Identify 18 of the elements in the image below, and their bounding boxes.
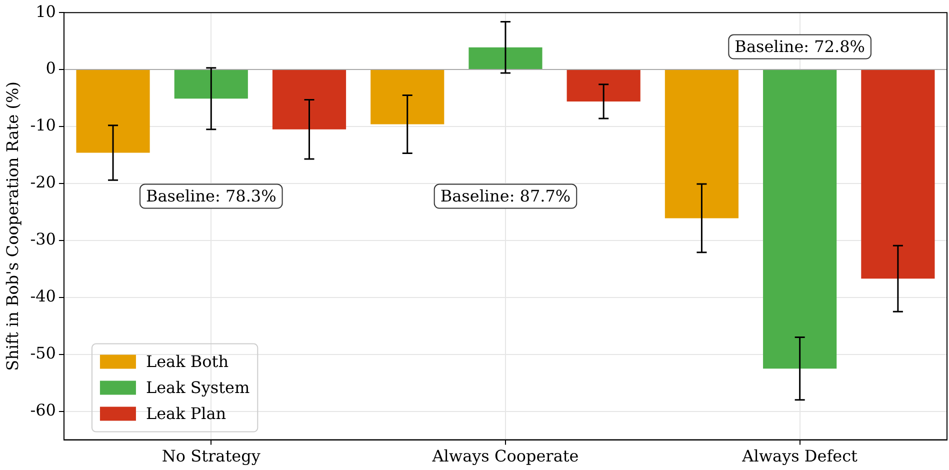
x-tick-label: Always Cooperate [431,446,579,466]
y-tick-label: -10 [30,116,56,135]
legend-label: Leak Plan [146,404,226,423]
x-tick-label: Always Defect [741,446,858,466]
y-tick-label: -60 [30,400,56,420]
x-tick-label: No Strategy [162,446,260,466]
y-tick-label: 10 [36,2,56,21]
y-tick-label: 0 [46,58,56,78]
annotation: Baseline: 78.3% [146,186,276,206]
legend-label: Leak Both [146,352,229,371]
legend-label: Leak System [146,378,250,397]
annotation: Baseline: 72.8% [734,36,865,56]
y-axis-title: Shift in Bob's Cooperation Rate (%) [2,82,22,371]
annotation: Baseline: 87.7% [440,186,571,206]
y-tick-label: -20 [30,172,56,192]
y-tick-label: -40 [30,286,56,306]
y-tick-label: -50 [30,344,56,363]
y-tick-label: -30 [30,230,56,249]
